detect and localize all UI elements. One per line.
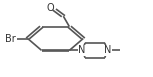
Text: Br: Br (5, 33, 16, 44)
Text: N: N (104, 45, 111, 55)
Text: N: N (78, 45, 86, 55)
Text: O: O (47, 3, 54, 13)
